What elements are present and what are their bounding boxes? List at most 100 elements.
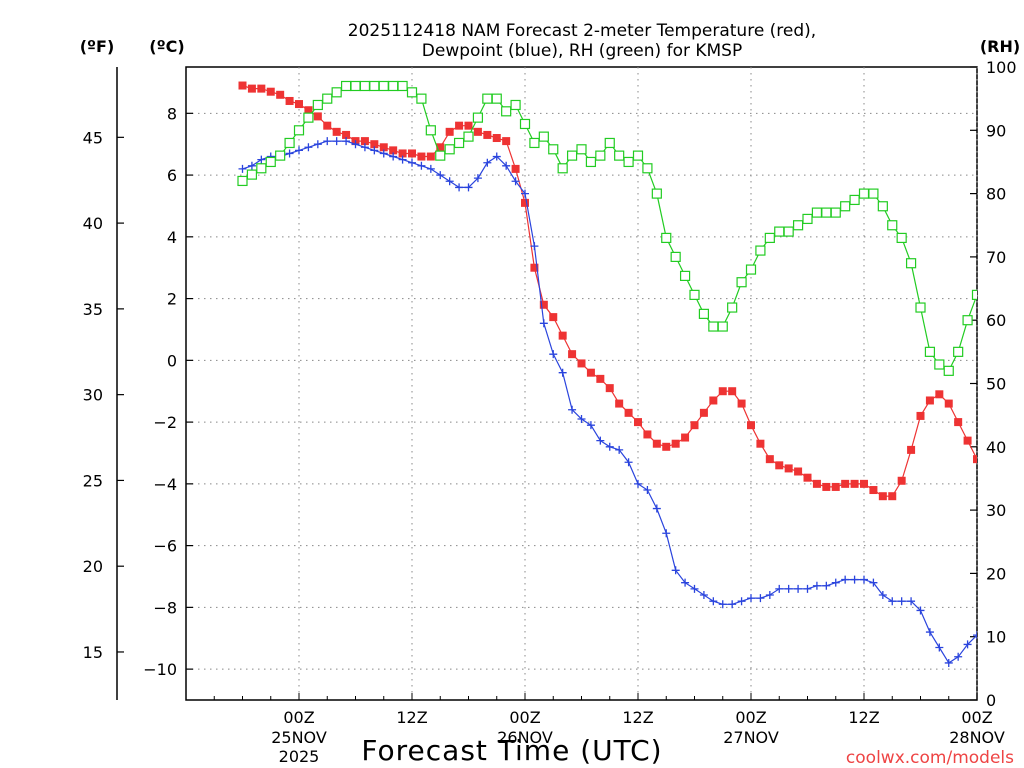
rh-point — [623, 156, 634, 168]
rh-point — [924, 346, 936, 357]
temperature-point — [502, 137, 511, 146]
temperature-point — [916, 411, 925, 420]
dewpoint-point — [935, 643, 944, 652]
dewpoint-point — [850, 575, 859, 584]
dewpoint-point — [360, 143, 369, 152]
rh-point — [275, 150, 286, 161]
x-axis-title: Forecast Time (UTC) — [361, 734, 662, 767]
rh-point — [651, 188, 662, 199]
dewpoint-point — [521, 189, 529, 198]
temperature-point — [718, 387, 727, 396]
temperature-point — [907, 445, 916, 454]
temperature-point — [568, 350, 577, 359]
rh-point — [284, 137, 295, 149]
rh-point — [585, 156, 597, 168]
dewpoint-point — [426, 164, 435, 173]
time-tick-label: 12Z — [848, 708, 879, 727]
rh-point — [293, 125, 305, 136]
rh-point — [369, 80, 380, 92]
rh-point — [340, 80, 352, 92]
rh-point — [887, 220, 898, 231]
temperature-point — [521, 198, 529, 207]
rh-point — [1010, 246, 1019, 255]
rh-point — [435, 150, 446, 161]
temperature-point — [596, 374, 605, 383]
year-label: 2025 — [279, 747, 320, 766]
temperature-point — [925, 396, 934, 405]
dewpoint-line — [242, 140, 977, 664]
rh-point — [934, 359, 945, 370]
rh-tick-label: 70 — [986, 248, 1006, 267]
date-label: 27NOV — [723, 728, 779, 747]
rh-point — [576, 144, 587, 155]
celsius-tick-label: 4 — [167, 228, 177, 247]
rh-point — [538, 131, 549, 142]
rh-point — [378, 80, 389, 92]
rh-point — [312, 99, 323, 111]
dewpoint-point — [954, 652, 963, 661]
temperature-point — [492, 134, 501, 143]
rh-point — [679, 270, 691, 281]
fahrenheit-tick-label: 40 — [83, 214, 103, 233]
dewpoint-point — [652, 504, 661, 513]
celsius-tick-label: −6 — [153, 537, 177, 556]
dewpoint-point — [888, 597, 897, 606]
dewpoint-point — [860, 575, 868, 584]
temperature-point — [690, 421, 699, 430]
temperature-point — [473, 127, 482, 136]
rh-tick-label: 10 — [986, 628, 1006, 647]
temperature-point — [530, 263, 539, 272]
dewpoint-point — [445, 177, 454, 186]
dewpoint-point — [577, 415, 586, 424]
temperature-point — [464, 121, 473, 130]
temperature-point — [699, 408, 708, 417]
temperature-point — [662, 442, 671, 451]
rh-point — [331, 87, 342, 98]
temperature-point — [812, 479, 821, 488]
temperature-point — [511, 164, 520, 173]
rh-point — [632, 150, 644, 161]
dewpoint-point — [323, 137, 332, 146]
dewpoint-point — [605, 442, 614, 451]
temperature-point — [831, 482, 840, 491]
temperature-point — [756, 439, 765, 448]
time-tick-label: 00Z — [509, 708, 540, 727]
rh-point — [736, 277, 747, 288]
dewpoint-point — [351, 140, 360, 149]
dewpoint-point — [737, 597, 746, 606]
dewpoint-point — [662, 529, 671, 538]
rh-point — [840, 201, 851, 212]
time-tick-label: 00Z — [283, 708, 314, 727]
series-rh — [237, 80, 1019, 376]
rh-point — [501, 106, 512, 117]
dewpoint-point — [436, 171, 445, 180]
temperature-point — [586, 368, 595, 377]
time-tick-label: 12Z — [396, 708, 427, 727]
dewpoint-point — [841, 575, 850, 584]
rh-point — [689, 289, 700, 300]
dewpoint-point — [963, 640, 972, 649]
rh-tick-label: 40 — [986, 438, 1006, 457]
temperature-point — [276, 90, 285, 99]
temperature-point — [257, 84, 266, 93]
rh-point — [953, 346, 964, 357]
rh-tick-label: 100 — [986, 58, 1017, 77]
credit-text: coolwx.com/models — [846, 748, 1014, 768]
dewpoint-point — [342, 137, 351, 146]
dewpoint-point — [831, 578, 840, 587]
rh-point — [548, 144, 559, 155]
rh-point — [350, 80, 361, 92]
temperature-point — [370, 140, 379, 149]
temperature-point — [643, 430, 652, 439]
dewpoint-point — [379, 149, 388, 158]
temperature-point — [398, 149, 407, 158]
rh-point — [359, 80, 371, 92]
dewpoint-point — [455, 183, 464, 192]
rh-tick-label: 80 — [986, 185, 1006, 204]
temperature-point — [417, 152, 426, 161]
dewpoint-point — [417, 161, 426, 170]
temperature-point — [850, 479, 859, 488]
temperature-point — [652, 439, 661, 448]
dewpoint-point — [718, 600, 727, 609]
